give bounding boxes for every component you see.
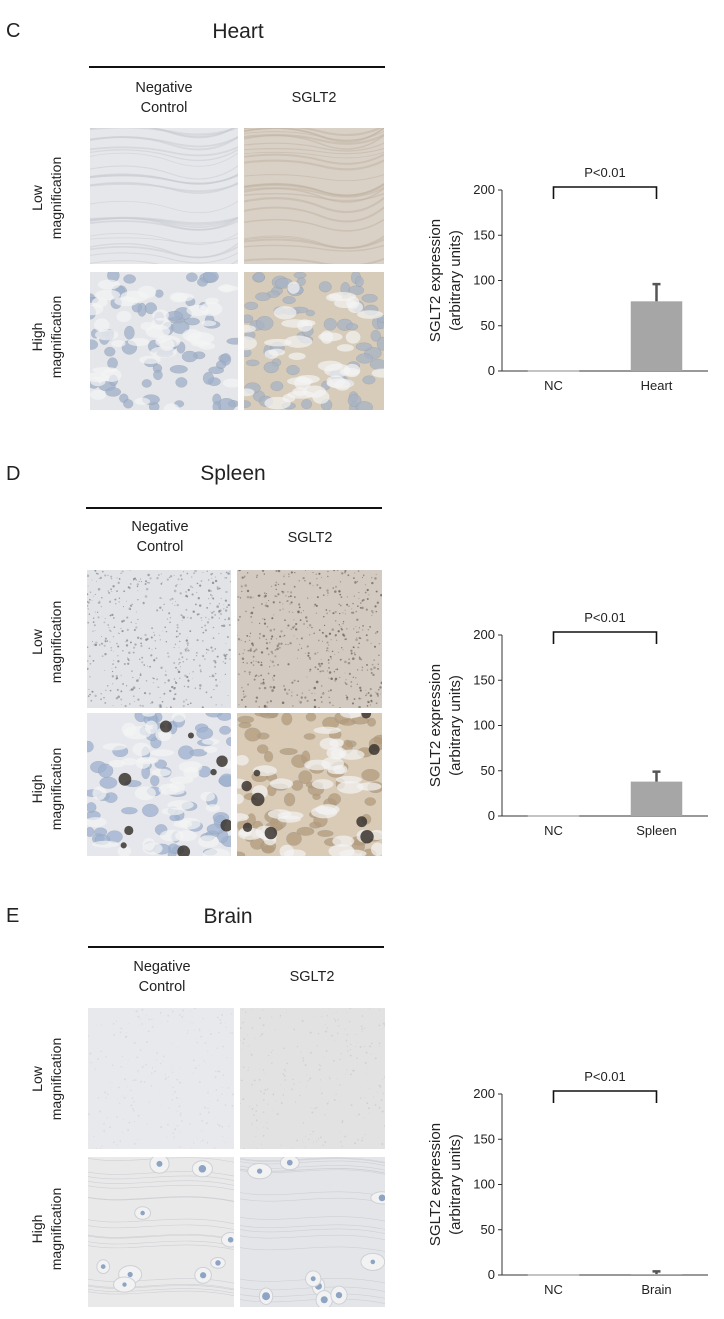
- col-header-sglt2: SGLT2: [238, 528, 382, 548]
- micrograph-texture: [244, 272, 384, 410]
- y-tick-label: 100: [473, 1177, 495, 1192]
- row-label-low-magnification: Low magnification: [28, 572, 66, 712]
- y-axis-label: SGLT2 expression: [427, 664, 444, 787]
- y-tick-label: 50: [481, 1222, 495, 1237]
- micrograph-texture: [237, 570, 382, 708]
- col-header-negative-control: Negative Control: [88, 957, 236, 997]
- row-label-low-magnification: Low magnification: [28, 128, 66, 268]
- y-tick-label: 200: [473, 1086, 495, 1101]
- y-tick-label: 150: [473, 1131, 495, 1146]
- significance-bracket: [552, 631, 658, 644]
- significance-label: P<0.01: [584, 165, 626, 180]
- row-label-line: High magnification: [29, 1187, 64, 1271]
- micrograph-sglt2-low: [237, 570, 382, 708]
- row-label-high-magnification: High magnification: [28, 267, 66, 407]
- y-tick-label: 150: [473, 227, 495, 242]
- y-tick-label: 100: [473, 273, 495, 288]
- title-rule: [89, 66, 385, 68]
- panel-letter: D: [6, 463, 21, 485]
- x-tick-label: NC: [544, 1282, 563, 1297]
- col-header-line: SGLT2: [287, 530, 333, 546]
- tissue-title: Heart: [212, 20, 264, 43]
- y-tick-label: 100: [473, 718, 495, 733]
- col-header-line: Negative Control: [133, 959, 191, 995]
- y-tick-label: 200: [473, 627, 495, 642]
- bar-chart-spleen: 0 50 100 150 200 SGLT2 expression (arbitrary u…: [427, 610, 708, 838]
- micrograph-nc-high: [90, 272, 238, 410]
- row-label-high-magnification: High magnification: [28, 1159, 66, 1299]
- y-tick-label: 50: [481, 763, 495, 778]
- x-tick-label: Spleen: [636, 823, 676, 838]
- panel-letter: E: [6, 905, 20, 927]
- y-tick-label: 0: [488, 363, 495, 378]
- micrograph-texture: [90, 272, 238, 410]
- micrograph-texture: [87, 713, 231, 856]
- col-header-line: Negative Control: [131, 519, 189, 555]
- y-tick-label: 0: [488, 808, 495, 823]
- x-tick-label: NC: [544, 378, 563, 393]
- significance-label: P<0.01: [584, 610, 626, 625]
- y-tick-label: 150: [473, 672, 495, 687]
- micrograph-texture: [237, 713, 382, 856]
- micrograph-sglt2-high: [237, 713, 382, 856]
- panel-e: E Brain Negative Control SGLT2 Low magnifi…: [0, 895, 724, 1319]
- micrograph-texture: [90, 128, 238, 264]
- y-axis-label: (arbitrary units): [447, 675, 464, 776]
- micrograph-texture: [244, 128, 384, 264]
- row-label-line: Low magnification: [29, 1037, 64, 1121]
- micrograph-texture: [87, 570, 231, 708]
- micrograph-sglt2-low: [244, 128, 384, 264]
- y-axis-label: SGLT2 expression: [427, 1123, 444, 1246]
- y-tick-label: 0: [488, 1267, 495, 1282]
- bar-chart-brain: 0 50 100 150 200 SGLT2 expression (arbitrary u…: [427, 1069, 708, 1297]
- bar: [630, 781, 683, 816]
- tissue-title: Spleen: [200, 462, 266, 485]
- micrograph-nc-high: [88, 1157, 234, 1307]
- col-header-sglt2: SGLT2: [244, 88, 384, 108]
- x-tick-label: Heart: [641, 378, 673, 393]
- col-header-negative-control: Negative Control: [86, 517, 234, 557]
- panel-letter: C: [6, 20, 21, 42]
- panel-d: D Spleen Negative Control SGLT2 Low magnif…: [0, 450, 724, 870]
- significance-bracket: [552, 186, 658, 199]
- micrograph-texture: [88, 1157, 234, 1307]
- micrograph-nc-low: [88, 1008, 234, 1149]
- micrograph-nc-low: [87, 570, 231, 708]
- row-label-low-magnification: Low magnification: [28, 1009, 66, 1149]
- micrograph-nc-low: [90, 128, 238, 264]
- micrograph-sglt2-high: [240, 1157, 385, 1307]
- bar: [630, 1274, 683, 1275]
- y-axis-label: (arbitrary units): [447, 1134, 464, 1235]
- col-header-line: SGLT2: [289, 969, 335, 985]
- x-tick-label: Brain: [641, 1282, 671, 1297]
- y-tick-label: 200: [473, 182, 495, 197]
- row-label-line: Low magnification: [29, 156, 64, 240]
- col-header-negative-control: Negative Control: [90, 78, 238, 118]
- row-label-high-magnification: High magnification: [28, 719, 66, 859]
- significance-label: P<0.01: [584, 1069, 626, 1084]
- col-header-sglt2: SGLT2: [240, 967, 384, 987]
- micrograph-texture: [240, 1008, 385, 1149]
- row-label-line: High magnification: [29, 295, 64, 379]
- panel-c: C Heart Negative Control SGLT2 Low magnifi…: [0, 0, 724, 420]
- significance-bracket: [552, 1090, 658, 1103]
- x-tick-label: NC: [544, 823, 563, 838]
- title-rule: [86, 507, 382, 509]
- micrograph-texture: [88, 1008, 234, 1149]
- micrograph-texture: [240, 1157, 385, 1307]
- bar: [630, 301, 683, 371]
- y-axis-label: (arbitrary units): [447, 230, 464, 331]
- col-header-line: SGLT2: [291, 90, 337, 106]
- col-header-line: Negative Control: [135, 80, 193, 116]
- tissue-title: Brain: [203, 905, 253, 928]
- title-rule: [88, 946, 384, 948]
- micrograph-sglt2-high: [244, 272, 384, 410]
- bar-chart-heart: 0 50 100 150 200 SGLT2 expression (arbitrary u…: [427, 165, 708, 393]
- y-axis-label: SGLT2 expression: [427, 219, 444, 342]
- row-label-line: High magnification: [29, 747, 64, 831]
- y-tick-label: 50: [481, 318, 495, 333]
- row-label-line: Low magnification: [29, 600, 64, 684]
- micrograph-sglt2-low: [240, 1008, 385, 1149]
- micrograph-nc-high: [87, 713, 231, 856]
